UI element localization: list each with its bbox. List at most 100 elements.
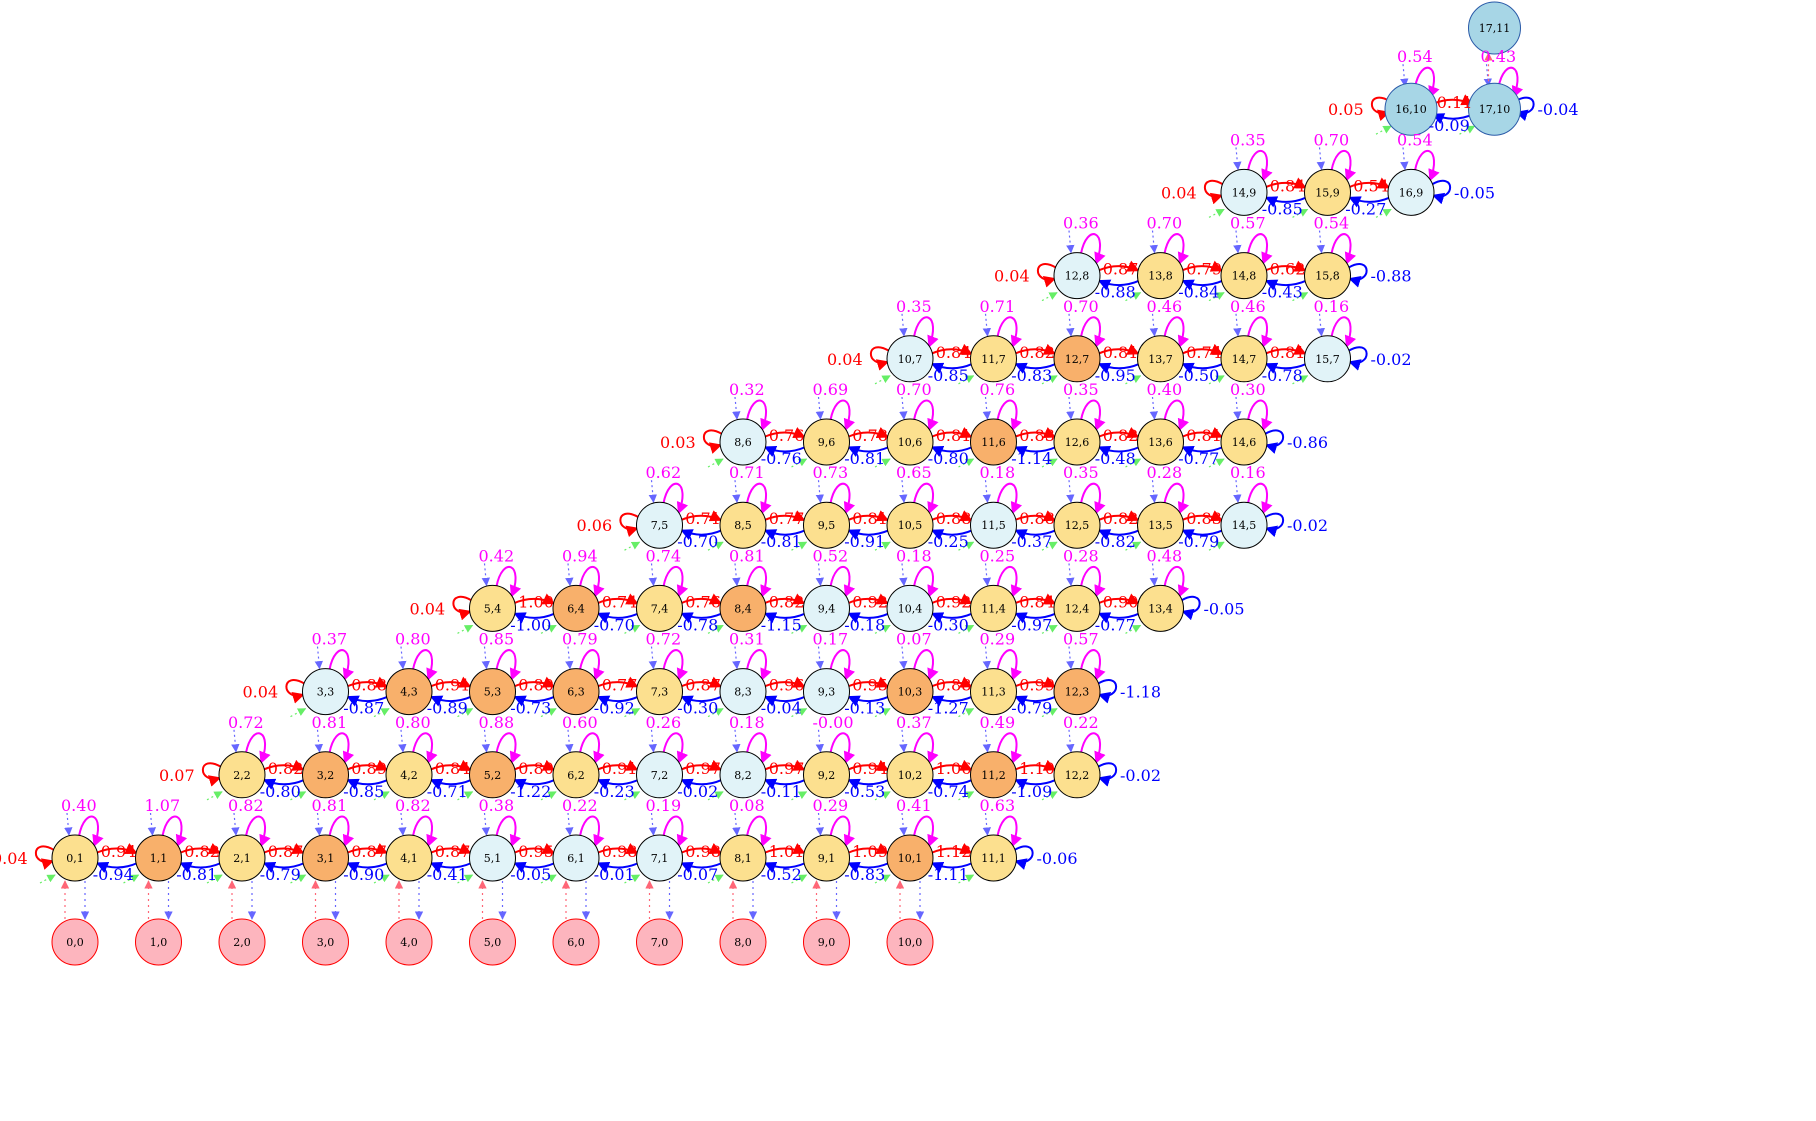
backward-edge	[1097, 612, 1140, 624]
node-self-loop	[1247, 399, 1273, 432]
node-self-loop	[996, 732, 1023, 764]
backward-edge	[513, 612, 556, 624]
dotted-down-edge	[231, 812, 240, 836]
node-self-label: 0.30	[1230, 380, 1266, 399]
backward-edge	[680, 862, 723, 873]
backward-edge	[1264, 196, 1307, 208]
forward-edge	[346, 843, 389, 854]
forward-edge	[346, 759, 389, 771]
graph-node	[469, 584, 516, 632]
backward-edge-label: -0.71	[427, 782, 468, 801]
backward-edge	[930, 695, 973, 707]
node-label: 3,3	[317, 686, 335, 699]
right-self-loop	[1097, 679, 1118, 704]
node-self-loop	[579, 649, 605, 681]
forward-edge-label: 0.81	[1186, 426, 1222, 445]
backward-edge-label: -1.14	[1011, 449, 1052, 468]
node-self-label: 0.42	[479, 546, 515, 565]
backward-edge-label: -0.78	[677, 615, 718, 634]
node-label: 15,9	[1315, 186, 1340, 199]
graph-node	[803, 501, 850, 549]
node-label: 5,4	[484, 602, 502, 615]
node-self-loop	[829, 732, 856, 764]
node-self-label: 0.70	[1147, 214, 1183, 233]
dotted-down-edge	[732, 646, 741, 670]
dotted-down-edge	[648, 729, 657, 753]
node-label: 11,4	[981, 602, 1006, 615]
right-self-loop	[1097, 762, 1118, 787]
node-self-label: 0.72	[646, 630, 682, 649]
dotted-down-edge	[982, 313, 991, 337]
dotted-down-edge	[982, 396, 991, 420]
node-label: 5,1	[484, 852, 502, 865]
left-self-loop	[702, 429, 723, 454]
backward-edge-label: -0.80	[260, 782, 301, 801]
forward-edge	[1014, 510, 1057, 522]
forward-edge-label: 0.88	[1019, 509, 1055, 528]
node-self-label: 0.69	[813, 380, 849, 399]
node-self-loop	[829, 399, 856, 432]
graph-node	[1304, 252, 1351, 300]
node-self-loop	[1163, 566, 1190, 598]
graph-node	[552, 668, 600, 716]
forward-edge	[1014, 593, 1057, 605]
dotted-down-edge	[1233, 313, 1242, 337]
dotted-down-edge	[1066, 230, 1075, 254]
backward-edge-label: -1.27	[928, 699, 969, 718]
dotted-down-edge	[481, 563, 490, 587]
node-self-label: 0.40	[61, 796, 97, 815]
forward-edge	[763, 843, 806, 854]
dotted-down-edge	[982, 563, 991, 587]
left-self-loop	[201, 762, 222, 787]
left-self-label: 0.05	[1328, 100, 1364, 119]
node-label: 8,6	[734, 436, 752, 449]
dotted-down-edge	[732, 812, 741, 836]
graph-node	[1053, 335, 1101, 383]
node-self-loop	[412, 732, 438, 764]
graph-node	[51, 918, 99, 966]
dotted-down-edge	[565, 729, 574, 753]
forward-edge	[1014, 343, 1057, 355]
backward-edge	[1181, 279, 1224, 291]
dotted-down-edge	[1149, 230, 1158, 254]
node-self-label: 0.18	[729, 713, 765, 732]
graph-node	[1384, 82, 1438, 136]
forward-edge	[930, 676, 973, 688]
forward-edge	[346, 676, 389, 688]
forward-edge-label: 0.94	[101, 842, 137, 861]
backward-edge	[763, 778, 806, 790]
graph-node	[886, 418, 934, 466]
left-self-loop	[1370, 96, 1391, 122]
forward-edge-label: 0.84	[936, 343, 972, 362]
node-self-label: 0.40	[1147, 380, 1183, 399]
dotted-down-edge	[732, 563, 741, 587]
right-self-label: -0.05	[1454, 183, 1495, 202]
forward-edge-label: 0.82	[1103, 509, 1139, 528]
backward-edge-label: -0.05	[510, 865, 551, 884]
backward-edge	[680, 695, 723, 707]
backward-edge	[763, 529, 806, 541]
graph-node	[719, 834, 767, 882]
backward-edge-label: -0.90	[343, 865, 384, 884]
node-self-loop	[913, 399, 939, 432]
node-self-label: 0.22	[1063, 713, 1099, 732]
node-label: 10,6	[898, 436, 923, 449]
dotted-down-edge	[314, 646, 323, 670]
forward-edge-label: 0.84	[435, 759, 471, 778]
node-label: 7,4	[651, 602, 669, 615]
forward-edge	[1181, 427, 1224, 438]
backward-edge-label: -1.00	[510, 615, 551, 634]
node-self-loop	[495, 815, 522, 848]
backward-edge	[680, 778, 723, 790]
node-self-label: 0.07	[896, 630, 932, 649]
forward-edge	[513, 759, 556, 771]
graph-node	[1137, 335, 1184, 383]
graph-node	[302, 751, 349, 799]
node-self-loop	[662, 649, 689, 681]
node-self-label: 0.08	[729, 796, 765, 815]
forward-edge-label: 1.01	[769, 842, 805, 861]
graph-node	[1220, 168, 1268, 216]
node-self-label: 0.18	[896, 546, 932, 565]
backward-edge	[513, 862, 556, 873]
left-self-label: 0.04	[1161, 183, 1197, 202]
